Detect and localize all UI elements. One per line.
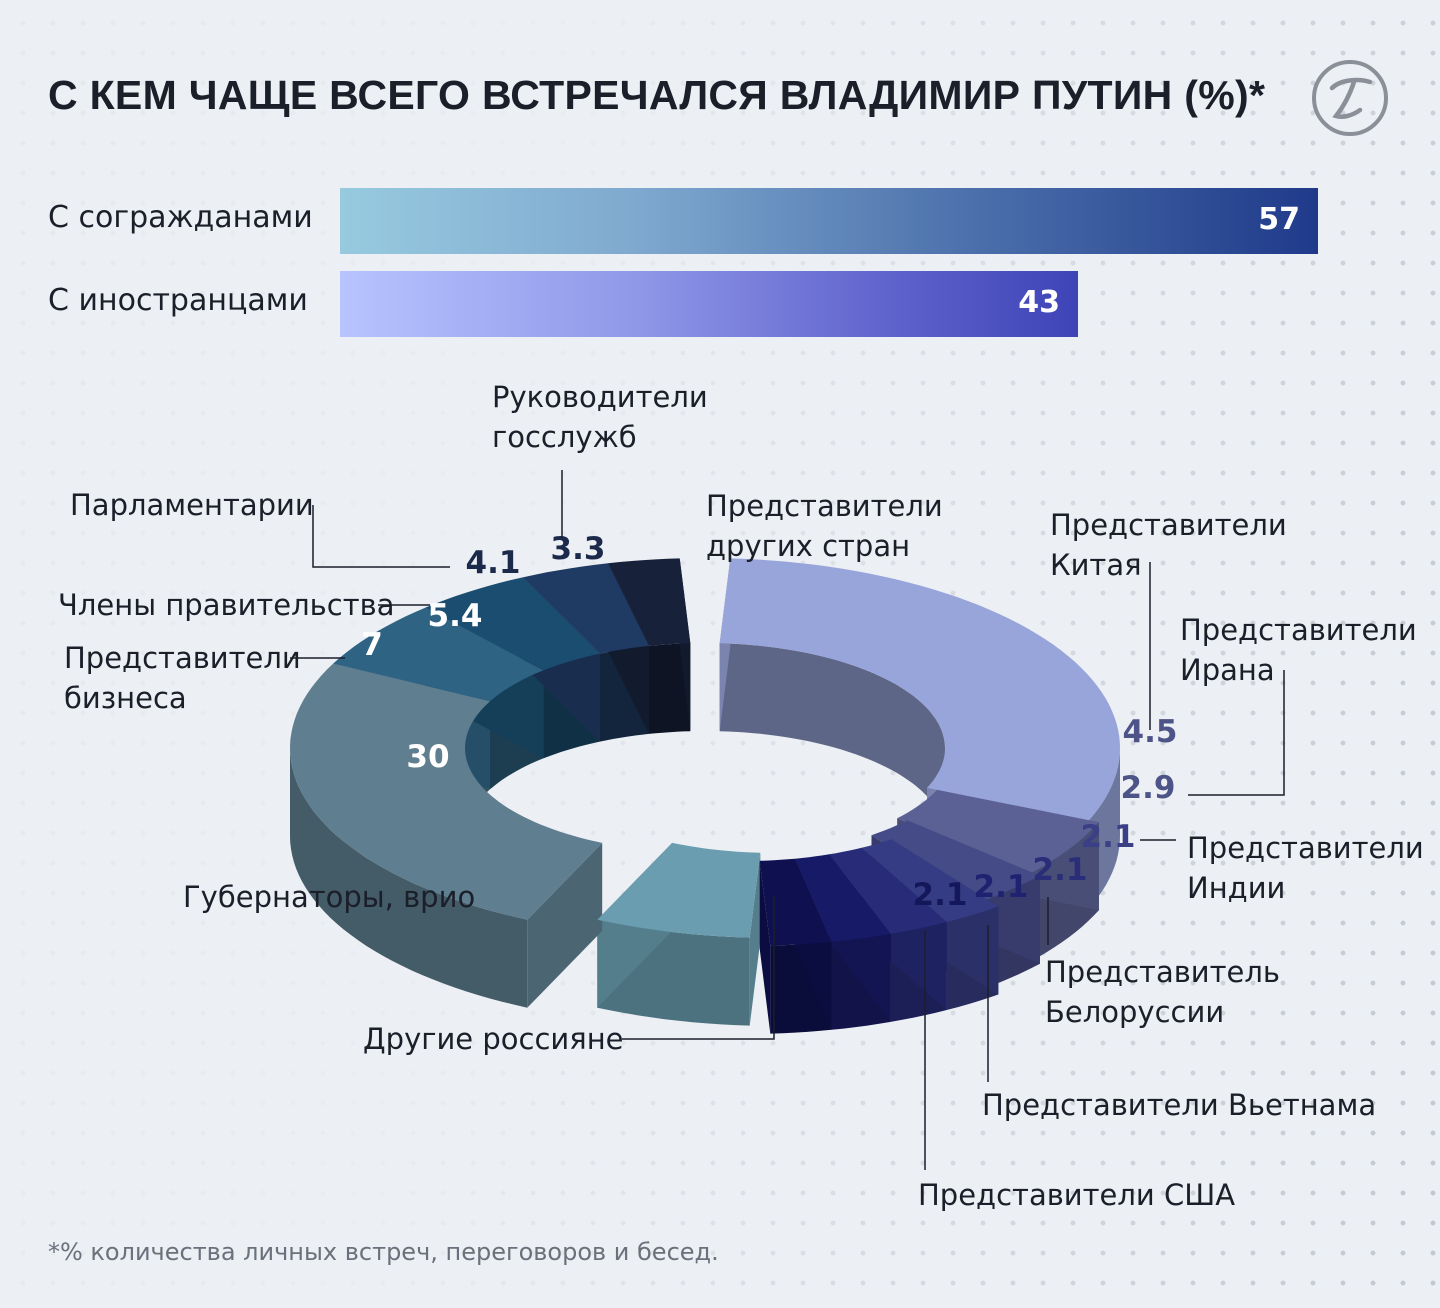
- donut-group: [290, 558, 1120, 1034]
- bar-value-foreigners: 43: [1018, 285, 1060, 320]
- category-label-5: Представители других стран: [706, 489, 943, 563]
- bar-label-citizens: С согражданами: [48, 200, 313, 235]
- footnote: *% количества личных встреч, переговоров…: [48, 1238, 719, 1266]
- category-label-9: Представитель Белоруссии: [1045, 955, 1280, 1029]
- value-label-11: 2.1: [913, 877, 968, 913]
- value-label-3: 4.1: [466, 545, 521, 581]
- donut-slice-1-top: [333, 607, 544, 702]
- value-label-2: 5.4: [428, 598, 483, 634]
- value-label-0: 30: [406, 739, 449, 775]
- donut-tops: [290, 558, 1120, 946]
- value-label-1: 7: [361, 627, 383, 663]
- donut-slice-9-top: [829, 847, 947, 934]
- category-label-0: Губернаторы, врио: [183, 880, 475, 914]
- donut-slice-5-top: [719, 558, 1120, 821]
- leader-line-3: [312, 505, 450, 568]
- donut-slice-0-cut-0: [527, 842, 603, 1008]
- donut-slice-4-top: [608, 558, 691, 646]
- donut-slice-2-top: [425, 577, 600, 671]
- donut-slice-5-inner-wall: [719, 643, 945, 836]
- value-label-10: 2.1: [974, 869, 1029, 905]
- leader-line-12: [622, 895, 775, 1040]
- bar-label-foreigners: С иностранцами: [48, 283, 308, 318]
- value-label-8: 2.1: [1081, 819, 1136, 855]
- donut-slice-4-inner-wall: [648, 643, 691, 734]
- category-label-1: Представители бизнеса: [64, 641, 301, 715]
- bar-foreigners: 43: [340, 271, 1078, 337]
- donut-slice-0-top: [290, 663, 603, 920]
- donut-slice-3-top: [523, 563, 649, 654]
- donut-slice-12-cut-0: [749, 852, 761, 1026]
- category-label-4: Руководители госслужб: [492, 380, 708, 454]
- donut-slice-11-cut-1: [759, 860, 771, 1034]
- category-label-6: Представители Китая: [1050, 508, 1287, 582]
- value-label-4: 3.3: [551, 531, 606, 567]
- leader-line-7: [1188, 670, 1285, 796]
- category-label-10: Представители Вьетнама: [982, 1088, 1376, 1122]
- category-label-7: Представители Ирана: [1180, 613, 1417, 687]
- donut-slice-12-top: [597, 842, 761, 938]
- donut-slice-7-top: [871, 820, 1040, 903]
- bar-citizens: 57: [340, 188, 1318, 254]
- donut-slice-10-top: [795, 854, 891, 942]
- bar-value-citizens: 57: [1258, 202, 1300, 237]
- value-label-7: 2.9: [1121, 770, 1176, 806]
- publisher-logo-icon: [1312, 60, 1388, 136]
- category-label-2: Члены правительства: [58, 588, 394, 622]
- value-label-9: 2.1: [1033, 852, 1088, 888]
- category-label-8: Представители Индии: [1187, 831, 1424, 905]
- category-label-12: Другие россияне: [363, 1022, 624, 1056]
- category-label-3: Парламентарии: [70, 488, 314, 522]
- page-title: С КЕМ ЧАЩЕ ВСЕГО ВСТРЕЧАЛСЯ ВЛАДИМИР ПУТ…: [48, 72, 1266, 118]
- donut-slice-8-top: [861, 839, 999, 922]
- donut-slice-11-top: [759, 858, 832, 946]
- donut-slice-6-top: [897, 789, 1099, 874]
- category-label-11: Представители США: [918, 1178, 1235, 1212]
- donut-slice-0-outer-wall: [290, 748, 528, 1008]
